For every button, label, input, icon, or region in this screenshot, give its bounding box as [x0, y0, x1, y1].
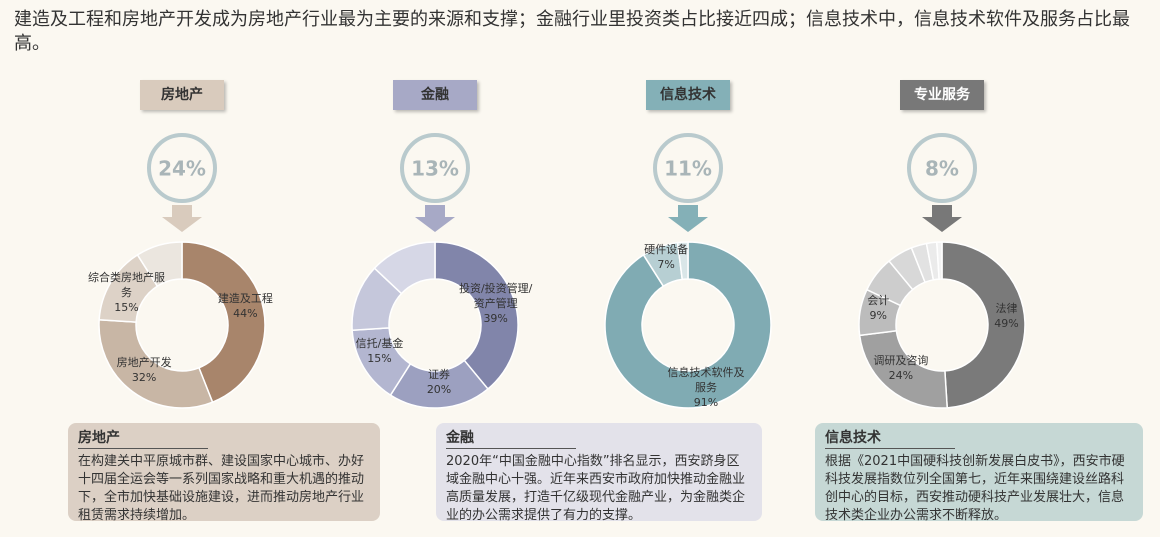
donut-segment: [98, 318, 214, 409]
headline: 建造及工程和房地产开发成为房地产行业最为主要的来源和支撑；金融行业里投资类占比接…: [14, 9, 1130, 54]
segment-label: 调研及咨询 24%: [862, 353, 940, 383]
segment-label: 法律 49%: [967, 301, 1045, 331]
share-ring: [147, 133, 217, 203]
donut-segment: [136, 241, 183, 288]
share-value: 8%: [925, 157, 959, 181]
segment-name: 法律: [995, 301, 1018, 315]
segment-value: 49%: [994, 316, 1019, 330]
arrow: [922, 205, 962, 232]
share-ring: [907, 133, 977, 203]
segment-name: 信息技术软件及服务: [667, 365, 745, 394]
segment-value: 7%: [657, 258, 675, 272]
segment-name: 硬件设备: [644, 243, 689, 257]
share-value: 11%: [664, 157, 712, 181]
segment-label: 会计 9%: [839, 293, 917, 323]
donut-segment: [941, 241, 1026, 409]
segment-value: 9%: [869, 308, 887, 322]
segment-value: 44%: [233, 306, 258, 320]
arrow: [415, 205, 455, 232]
segment-value: 39%: [483, 312, 508, 326]
segment-value: 24%: [888, 368, 914, 382]
segment-name: 建造及工程: [217, 291, 273, 305]
note-title: 金融: [446, 429, 576, 449]
donut-segment: [373, 241, 436, 295]
donut-segment: [181, 241, 266, 404]
segment-name: 证券: [428, 368, 451, 382]
note-title: 房地产: [78, 429, 208, 449]
segment-label: 硬件设备 7%: [627, 242, 705, 272]
share-value: 13%: [411, 157, 459, 181]
segment-value: 32%: [131, 371, 157, 385]
segment-label: 信息技术软件及服务 91%: [667, 365, 745, 410]
segment-name: 会计: [867, 293, 890, 307]
segment-label: 综合类房地产服务 15%: [87, 270, 165, 315]
segment-label: 证券 20%: [400, 367, 478, 397]
segment-label: 信托/基金 15%: [340, 336, 418, 366]
donut-segment: [604, 241, 772, 409]
segment-name: 信托/基金: [355, 336, 404, 350]
category-tag: 房地产: [140, 80, 224, 110]
donut-segment: [676, 241, 689, 281]
segment-label: 投资/投资管理/资产管理 39%: [457, 281, 535, 326]
category-tag: 专业服务: [900, 80, 984, 110]
category-tag: 金融: [393, 80, 477, 110]
note-text: 根据《2021中国硬科技创新发展白皮书》，西安市硬科技发展指数位列全国第七，近年…: [825, 454, 1125, 523]
segment-name: 房地产开发: [116, 356, 172, 370]
note-title: 信息技术: [825, 429, 955, 449]
segment-value: 20%: [426, 383, 452, 397]
arrow: [162, 205, 202, 232]
share-ring: [400, 133, 470, 203]
segment-value: 15%: [114, 301, 139, 315]
segment-value: 15%: [367, 351, 392, 365]
category-tag: 信息技术: [646, 80, 730, 110]
segment-label: 房地产开发 32%: [105, 355, 183, 385]
note-box: 信息技术根据《2021中国硬科技创新发展白皮书》，西安市硬科技发展指数位列全国第…: [815, 423, 1143, 523]
arrow: [668, 205, 708, 232]
segment-name: 调研及咨询: [873, 353, 929, 367]
note-text: 2020年“中国金融中心指数”排名显示，西安跻身区域金融中心十强。近年来西安市政…: [446, 454, 746, 523]
segment-name: 综合类房地产服务: [87, 271, 165, 300]
segment-value: 91%: [693, 395, 719, 409]
share-ring: [653, 133, 723, 203]
note-text: 在构建关中平原城市群、建设国家中心城市、办好十四届全运会等一系列国家战略和重大机…: [78, 454, 365, 523]
segment-label: 建造及工程 44%: [206, 291, 284, 321]
share-value: 24%: [158, 157, 206, 181]
note-box: 金融 2020年“中国金融中心指数”排名显示，西安跻身区域金融中心十强。近年来西安…: [436, 423, 762, 523]
donut-segment: [434, 241, 519, 391]
segment-name: 投资/投资管理/资产管理: [458, 282, 533, 311]
note-box: 房地产在构建关中平原城市群、建设国家中心城市、办好十四届全运会等一系列国家战略和…: [68, 423, 380, 523]
donut-segment: [935, 241, 943, 280]
